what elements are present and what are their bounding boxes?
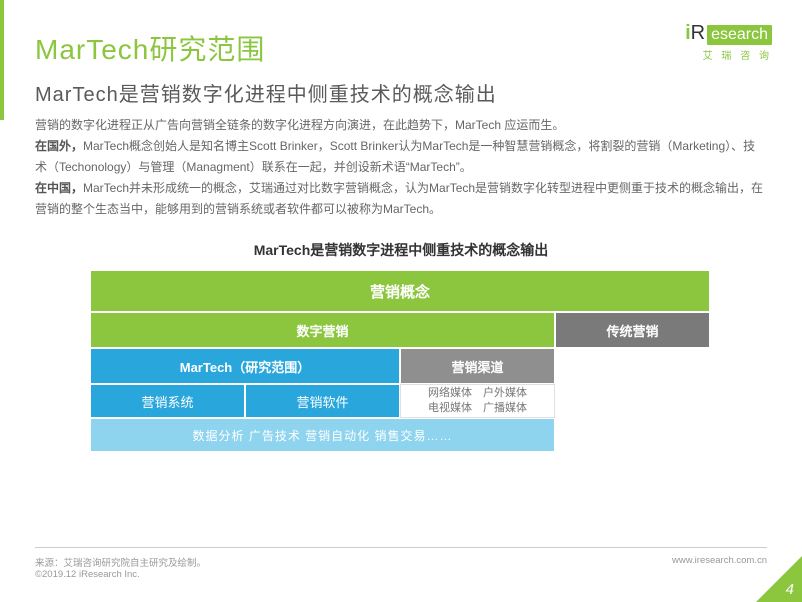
- page-number: 4: [786, 581, 794, 598]
- footer-source: 来源：艾瑞咨询研究院自主研究及绘制。: [35, 555, 206, 569]
- cell-marketing-system: 营销系统: [90, 384, 245, 418]
- diagram-row-2: 数字营销 传统营销: [90, 312, 710, 348]
- diagram: 营销概念 数字营销 传统营销 MarTech（研究范围） 营销渠道 营销系统 营…: [90, 270, 710, 452]
- cell-marketing-software: 营销软件: [245, 384, 400, 418]
- body-text: 营销的数字化进程正从广告向营销全链条的数字化进程方向演进，在此趋势下，MarTe…: [35, 115, 767, 220]
- logo-main: iResearch: [685, 22, 772, 45]
- cell-martech-scope: MarTech（研究范围）: [90, 348, 400, 384]
- page-title: MarTech研究范围: [35, 28, 652, 68]
- footer-url: www.iresearch.com.cn: [672, 555, 767, 580]
- brand-logo: iResearch 艾 瑞 咨 询: [685, 22, 772, 62]
- footer-copyright: ©2019.12 iResearch Inc.: [35, 569, 206, 580]
- diagram-row-4: 营销系统 营销软件 网络媒体 户外媒体 电视媒体 广播媒体: [90, 384, 710, 418]
- cell-marketing-concept: 营销概念: [90, 270, 710, 312]
- diagram-row-5: 数据分析 广告技术 营销自动化 销售交易……: [90, 418, 710, 452]
- cell-tech-list: 数据分析 广告技术 营销自动化 销售交易……: [90, 418, 555, 452]
- cell-marketing-channel: 营销渠道: [400, 348, 555, 384]
- paragraph-1: 营销的数字化进程正从广告向营销全链条的数字化进程方向演进，在此趋势下，MarTe…: [35, 115, 767, 136]
- logo-subtext: 艾 瑞 咨 询: [685, 47, 772, 62]
- accent-bar: [0, 0, 4, 120]
- diagram-title: MarTech是营销数字进程中侧重技术的概念输出: [0, 240, 802, 260]
- paragraph-2: 在国外，MarTech概念创始人是知名博主Scott Brinker，Scott…: [35, 136, 767, 178]
- diagram-row-1: 营销概念: [90, 270, 710, 312]
- logo-box: esearch: [707, 25, 772, 45]
- cell-media-list: 网络媒体 户外媒体 电视媒体 广播媒体: [400, 384, 555, 418]
- page-subtitle: MarTech是营销数字化进程中侧重技术的概念输出: [35, 78, 652, 107]
- cell-digital-marketing: 数字营销: [90, 312, 555, 348]
- footer-left: 来源：艾瑞咨询研究院自主研究及绘制。 ©2019.12 iResearch In…: [35, 555, 206, 580]
- page-number-corner: 4: [756, 556, 802, 602]
- header: MarTech研究范围 MarTech是营销数字化进程中侧重技术的概念输出: [35, 28, 652, 107]
- diagram-row-3: MarTech（研究范围） 营销渠道: [90, 348, 710, 384]
- paragraph-3: 在中国，MarTech并未形成统一的概念，艾瑞通过对比数字营销概念，认为MarT…: [35, 178, 767, 220]
- cell-traditional-marketing: 传统营销: [555, 312, 710, 348]
- footer: 来源：艾瑞咨询研究院自主研究及绘制。 ©2019.12 iResearch In…: [35, 547, 767, 580]
